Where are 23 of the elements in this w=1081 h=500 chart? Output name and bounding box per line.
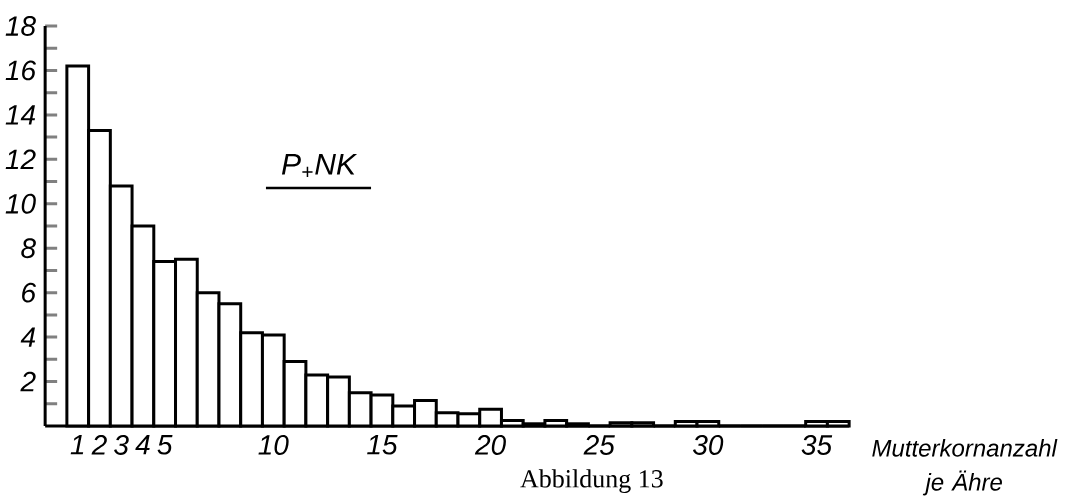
y-tick-label: 6: [22, 282, 37, 303]
y-tick-label: 16: [5, 60, 37, 81]
x-tick-label: 25: [583, 435, 615, 455]
x-tick-label: 30: [692, 435, 724, 455]
x-tick-label: 20: [474, 435, 506, 455]
y-tick-label: 18: [5, 16, 36, 36]
y-tick-label: 10: [5, 193, 36, 214]
x-tick-label: 5: [157, 435, 173, 455]
x-tick-label: 2: [91, 435, 107, 455]
y-tick-label: 14: [5, 105, 36, 125]
x-tick-label: 10: [258, 435, 289, 455]
x-axis-title: Mutterkornanzahl je Ähre: [872, 439, 1058, 496]
annotation: P$_{+}$NK: [281, 153, 358, 178]
text: Abbildung 13: [520, 469, 663, 493]
y-tick-label: 4: [20, 327, 36, 347]
x-tick-label: 3: [114, 435, 129, 455]
x-tick-label: 35: [801, 435, 833, 455]
y-tick-label: 8: [21, 238, 36, 259]
y-tick-label: 2: [20, 371, 36, 392]
y-tick-label: 12: [5, 149, 36, 170]
x-tick-label: 15: [367, 435, 398, 455]
x-tick-label: 4: [135, 435, 150, 455]
x-tick-label: 1: [70, 435, 84, 455]
